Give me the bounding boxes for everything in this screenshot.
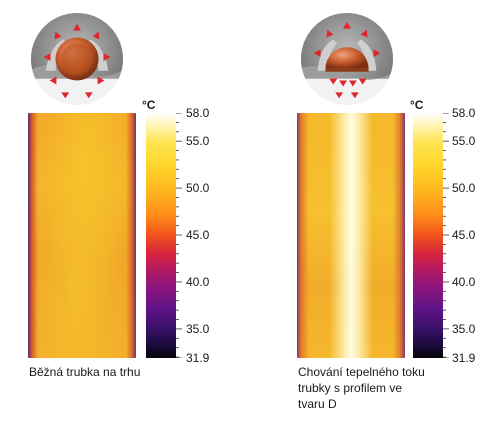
thermal-image-standard-pipe xyxy=(28,113,136,358)
thermal-image-d-profile-pipe xyxy=(297,113,405,358)
d-profile-pipe-cross-section-icon xyxy=(298,10,396,108)
scale-tick-label: 55.0 xyxy=(186,134,210,149)
scale-tick-label: 50.0 xyxy=(186,181,210,196)
panel-standard-pipe: °C 58.0 55.0 50.0 45.0 40.0 35.0 31.9 Běžná tr… xyxy=(28,10,210,379)
scale-tick-label: 35.0 xyxy=(452,321,476,336)
scale-tick-label: 50.0 xyxy=(452,181,476,196)
temperature-colorbar xyxy=(413,113,443,358)
scale-tick-label: 58.0 xyxy=(452,106,476,120)
scale-tick-label: 40.0 xyxy=(452,274,476,289)
scale-tick-label: 45.0 xyxy=(452,228,476,243)
caption-d-profile-pipe: Chování tepelného toku trubky s profilem… xyxy=(298,365,425,411)
colorbar-ticks xyxy=(443,113,449,358)
scale-tick-label: 35.0 xyxy=(186,321,210,336)
colorbar-ticks xyxy=(176,113,182,358)
scale-tick-label: 40.0 xyxy=(186,274,210,289)
scale-unit-label: °C xyxy=(142,98,156,112)
pipe-cross-section-icon xyxy=(28,10,126,108)
scale-tick-label: 58.0 xyxy=(186,106,210,120)
panel-d-profile-pipe: °C 58.0 55.0 50.0 45.0 40.0 35.0 31.9 Chování … xyxy=(297,10,475,411)
scale-unit-label: °C xyxy=(410,98,424,112)
scale-tick-label: 55.0 xyxy=(452,134,476,149)
temperature-colorbar xyxy=(146,113,176,358)
scale-tick-label: 31.9 xyxy=(186,351,210,365)
scale-tick-label: 45.0 xyxy=(186,228,210,243)
scale-tick-label: 31.9 xyxy=(452,351,476,365)
caption-standard-pipe: Běžná trubka na trhu xyxy=(29,365,141,379)
